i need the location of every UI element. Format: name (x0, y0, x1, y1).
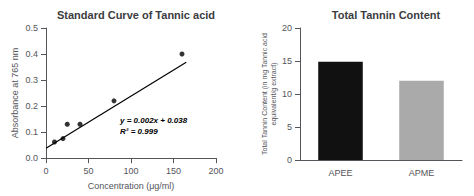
svg-text:Standard Curve of Tannic acid: Standard Curve of Tannic acid (57, 9, 215, 21)
svg-text:0.0: 0.0 (25, 153, 38, 163)
svg-text:50: 50 (83, 166, 93, 176)
svg-text:R² = 0.999: R² = 0.999 (120, 127, 158, 136)
svg-text:APEE: APEE (328, 168, 352, 178)
svg-text:15: 15 (282, 56, 292, 66)
svg-text:equivalent/g extract): equivalent/g extract) (270, 62, 278, 125)
svg-text:5: 5 (287, 122, 292, 132)
svg-text:Total Tannin Content: Total Tannin Content (332, 9, 441, 21)
svg-text:0: 0 (43, 166, 48, 176)
svg-text:0.1: 0.1 (25, 127, 38, 137)
svg-text:0.5: 0.5 (25, 23, 38, 33)
svg-text:0.2: 0.2 (25, 101, 38, 111)
svg-text:Absorbance at 765 nm: Absorbance at 765 nm (10, 48, 20, 139)
svg-text:150: 150 (166, 166, 181, 176)
svg-text:0: 0 (287, 155, 292, 165)
svg-text:100: 100 (123, 166, 138, 176)
svg-text:Total Tannin Content (in mg Ta: Total Tannin Content (in mg Tannic acid (261, 33, 269, 155)
svg-text:20: 20 (282, 23, 292, 33)
svg-text:y = 0.002x + 0.038: y = 0.002x + 0.038 (119, 116, 188, 125)
svg-text:200: 200 (208, 166, 223, 176)
svg-text:0.3: 0.3 (25, 75, 38, 85)
svg-text:10: 10 (282, 89, 292, 99)
svg-text:APME: APME (409, 168, 435, 178)
svg-text:0.4: 0.4 (25, 49, 38, 59)
svg-text:Concentration (μg/ml): Concentration (μg/ml) (88, 181, 175, 191)
